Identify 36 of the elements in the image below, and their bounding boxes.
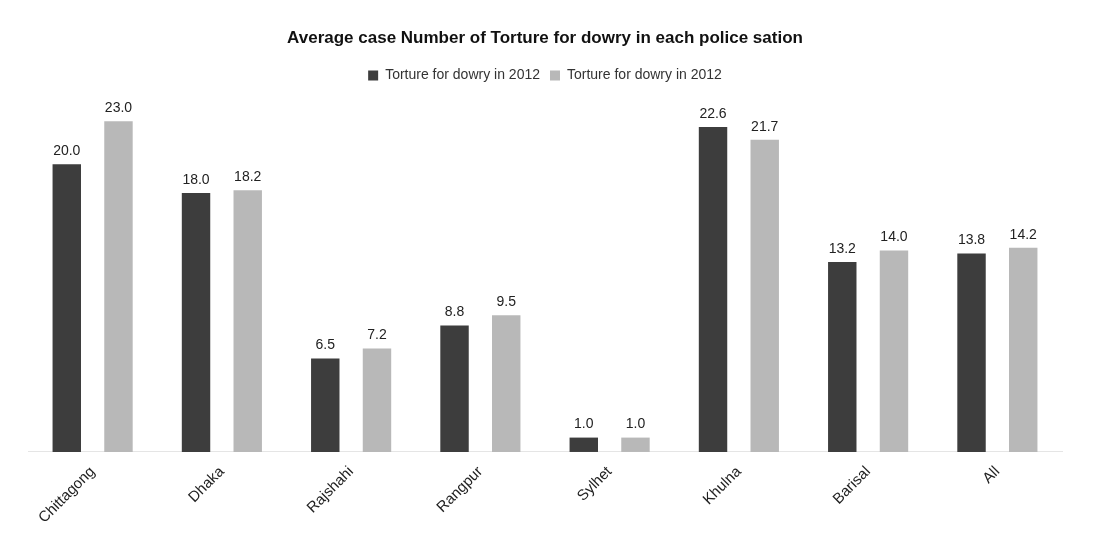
data-label: 18.0 xyxy=(182,170,210,187)
data-label: 13.8 xyxy=(957,231,986,248)
legend-label: Torture for dowry in 2012 xyxy=(567,66,723,83)
data-label: 8.8 xyxy=(444,303,465,320)
bar xyxy=(362,348,392,452)
x-tick-label: All xyxy=(978,462,1003,487)
data-label: 7.2 xyxy=(367,326,387,343)
data-label: 9.5 xyxy=(496,293,517,310)
bar xyxy=(1009,247,1038,452)
data-label: 20.0 xyxy=(53,142,81,159)
bar xyxy=(621,437,650,452)
bar xyxy=(492,315,521,452)
data-label: 1.0 xyxy=(574,415,594,432)
bar xyxy=(957,253,986,452)
data-label: 6.5 xyxy=(315,336,336,353)
bar xyxy=(879,250,909,452)
bar xyxy=(181,193,211,452)
chart-title: Average case Number of Torture for dowry in each police sation xyxy=(287,27,803,47)
legend-label: Torture for dowry in 2012 xyxy=(385,66,541,83)
bar xyxy=(750,139,779,452)
data-label: 21.7 xyxy=(751,117,779,134)
bar xyxy=(233,190,262,452)
data-label: 1.0 xyxy=(625,415,646,432)
data-label: 13.2 xyxy=(828,239,857,256)
bar xyxy=(52,164,81,452)
bar xyxy=(440,325,469,452)
bar xyxy=(311,358,340,452)
bar xyxy=(569,437,598,452)
data-label: 23.0 xyxy=(104,99,133,116)
data-label: 14.0 xyxy=(880,228,908,245)
data-label: 22.6 xyxy=(699,104,727,121)
bar xyxy=(104,121,133,452)
data-label: 18.2 xyxy=(234,168,262,185)
bar xyxy=(698,126,728,452)
data-label: 14.2 xyxy=(1009,225,1038,242)
bar xyxy=(828,262,857,452)
